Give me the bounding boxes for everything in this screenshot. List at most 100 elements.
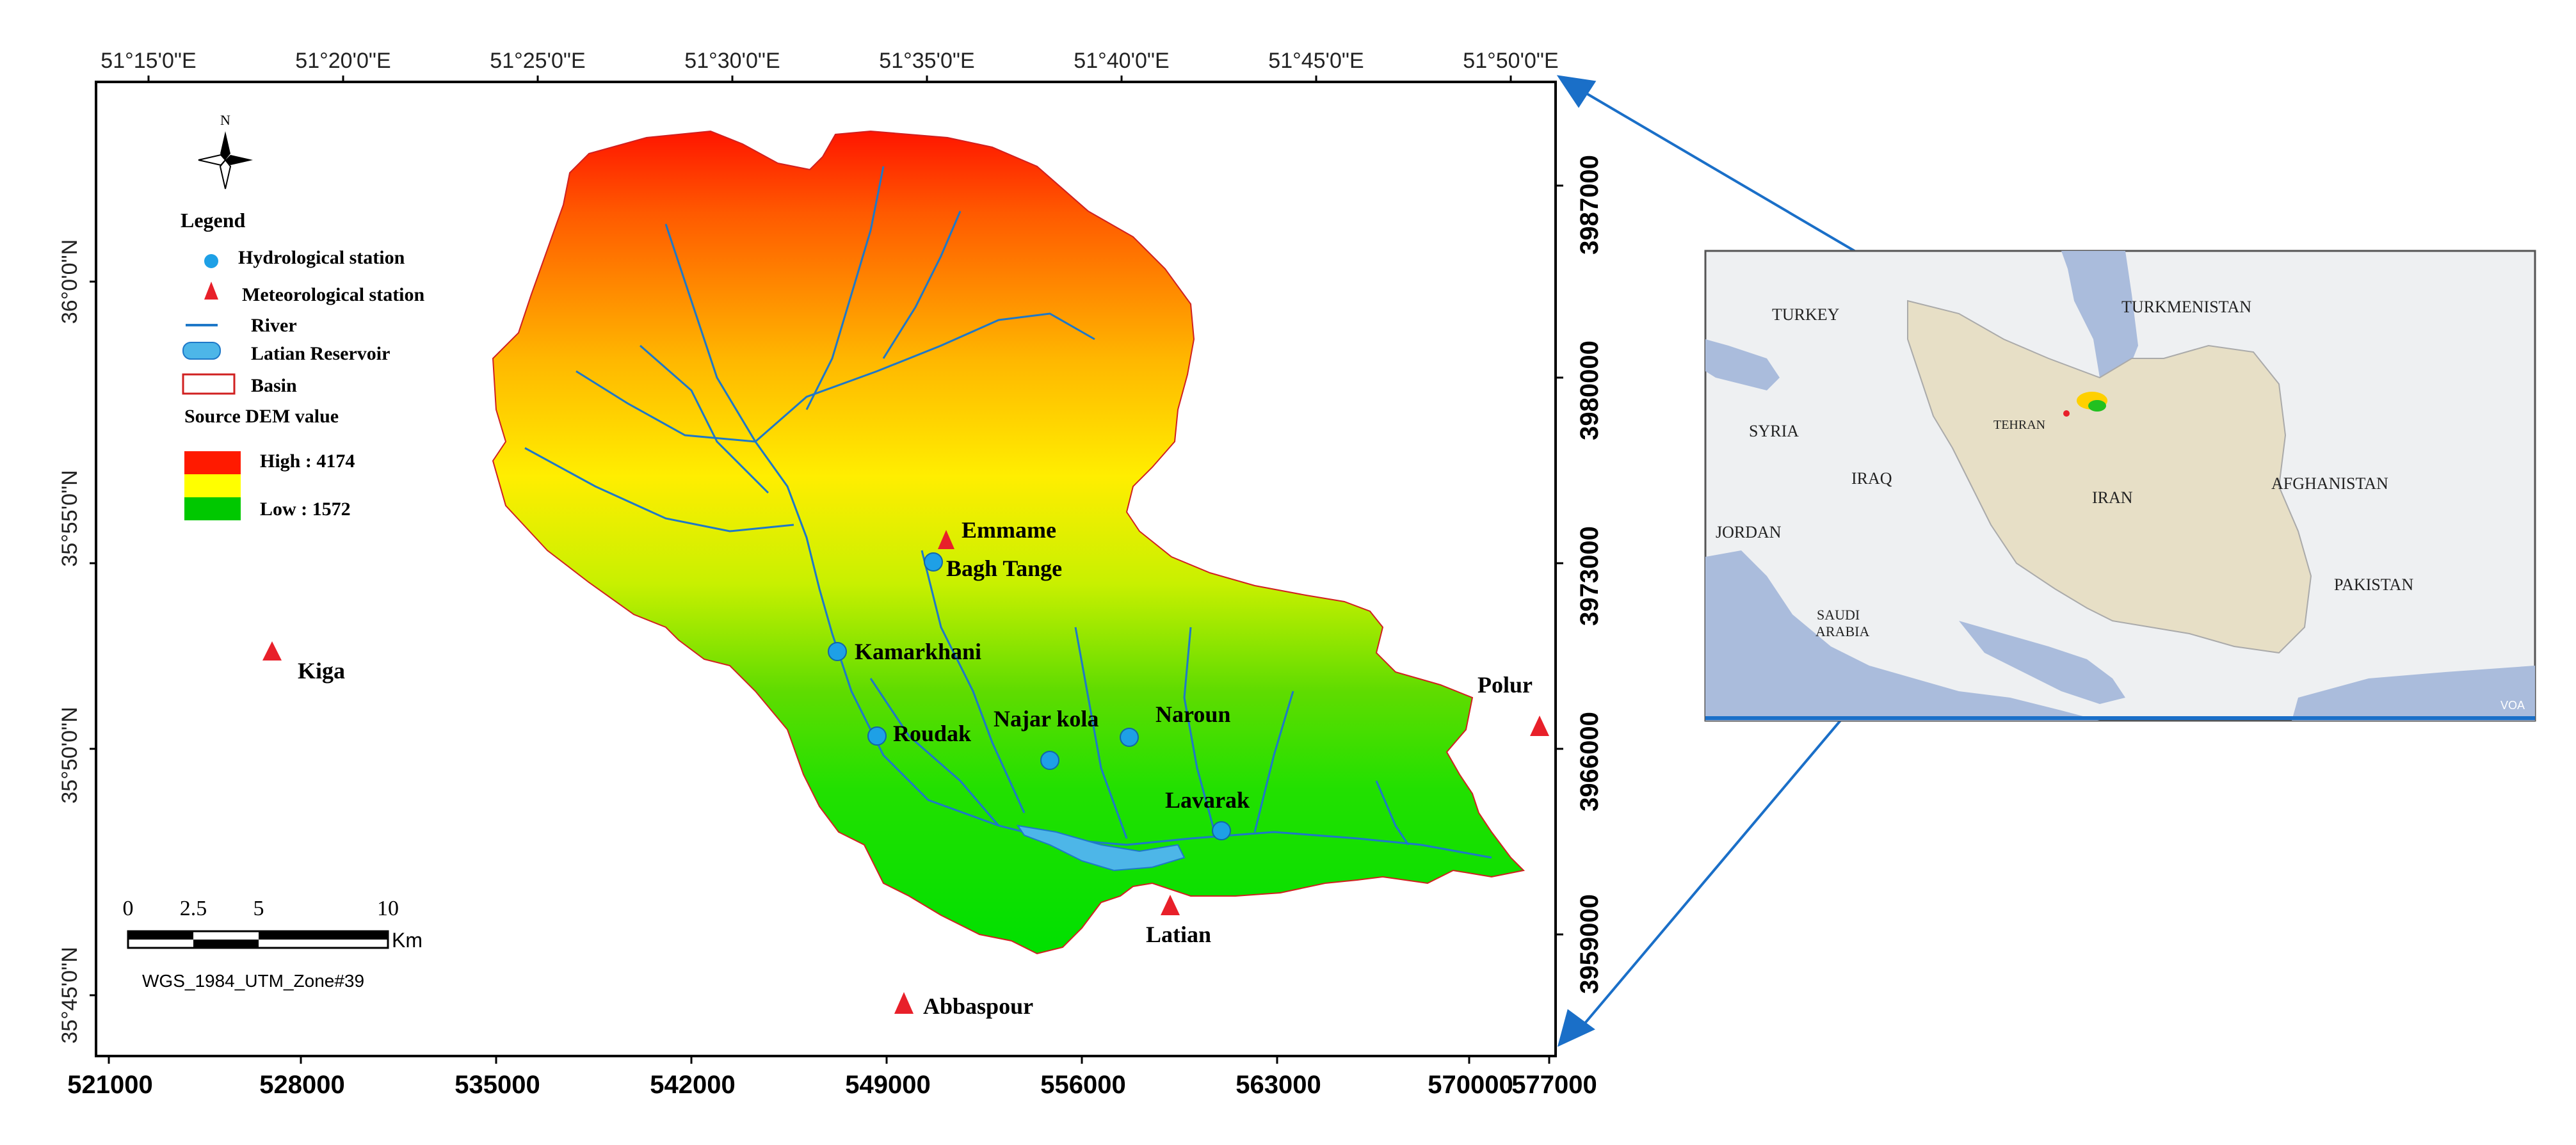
legend-basin-label: Basin — [251, 375, 297, 396]
bottom-axis-label: 542000 — [650, 1071, 735, 1099]
left-axis: 36°0'0"N 35°55'0"N 35°50'0"N 35°45'0"N — [58, 239, 96, 1044]
hydro-station-marker — [828, 642, 847, 661]
meteo-stations — [262, 530, 1549, 1014]
bottom-axis-label: 577000 — [1511, 1071, 1597, 1099]
arrow-head-icon — [1556, 75, 1597, 108]
inset-country-label: SYRIA — [1749, 422, 1799, 440]
north-arrow: N — [198, 112, 253, 189]
top-axis-label: 51°25'0"E — [490, 49, 585, 73]
right-axis-label: 3959000 — [1575, 894, 1604, 994]
meteo-station-label: Emmame — [962, 517, 1056, 543]
inset-map: TURKEY TURKMENISTAN SYRIA IRAQ IRAN AFGH… — [1704, 250, 2536, 722]
inset-city-label: TEHRAN — [1993, 418, 2045, 432]
scale-bar-label: 2.5 — [180, 897, 207, 920]
meteo-station-label: Kiga — [298, 658, 345, 684]
meteo-station-marker — [1161, 895, 1180, 915]
hydro-station-label: Najar kola — [994, 706, 1099, 732]
bottom-axis-label: 521000 — [67, 1071, 152, 1099]
dem-high-swatch — [184, 451, 241, 474]
top-axis-label: 51°50'0"E — [1463, 49, 1558, 73]
legend-meteo-label: Meteorological station — [242, 284, 425, 305]
meteo-station-marker — [1530, 716, 1549, 736]
hydro-station-marker — [867, 726, 887, 746]
bottom-axis-label: 570000 — [1428, 1071, 1513, 1099]
hydro-station-marker — [924, 552, 943, 572]
scale-bar: 0 2.5 5 10 Km — [123, 897, 423, 952]
left-axis-label: 35°45'0"N — [58, 947, 82, 1043]
right-axis: 3987000 3980000 3973000 3966000 3959000 — [1556, 155, 1604, 994]
top-axis-label: 51°35'0"E — [879, 49, 974, 73]
bottom-axis-label: 556000 — [1040, 1071, 1125, 1099]
basin-legend-icon — [182, 373, 236, 395]
legend: Legend Hydrological station Meteorologic… — [181, 209, 425, 520]
left-axis-label: 35°50'0"N — [58, 707, 82, 803]
hydro-station-marker — [1040, 751, 1059, 770]
hydro-station-labels: Bagh Tange Kamarkhani Roudak Najar kola … — [855, 556, 1250, 813]
inset-country-label: SAUDI — [1817, 607, 1860, 623]
meteo-station-marker — [894, 992, 914, 1014]
hydro-station-label: Naroun — [1155, 701, 1230, 727]
dem-low-swatch — [184, 497, 241, 520]
legend-hydro-label: Hydrological station — [238, 247, 405, 268]
inset-country-label: ARABIA — [1815, 623, 1869, 639]
north-arrow-label: N — [220, 112, 230, 128]
scale-bar-label: 0 — [123, 897, 134, 920]
hydro-station-label: Lavarak — [1165, 787, 1250, 813]
hydro-station-legend-icon — [204, 254, 218, 268]
meteo-station-marker — [938, 530, 954, 549]
top-axis-label: 51°45'0"E — [1268, 49, 1364, 73]
tehran-marker — [2063, 410, 2070, 417]
bottom-axis-label: 563000 — [1236, 1071, 1321, 1099]
legend-reservoir-label: Latian Reservoir — [251, 343, 390, 364]
left-axis-label: 36°0'0"N — [58, 239, 82, 324]
top-axis-label: 51°15'0"E — [101, 49, 196, 73]
inset-country-label: TURKEY — [1772, 305, 1840, 324]
inset-watermark: VOA — [2500, 699, 2525, 712]
scale-bar-unit: Km — [392, 929, 423, 952]
dem-mid-swatch — [184, 474, 241, 497]
meteo-station-label: Latian — [1146, 922, 1211, 947]
hydro-station-label: Bagh Tange — [946, 556, 1062, 581]
legend-low-label: Low : 1572 — [260, 499, 351, 520]
hydro-station-marker — [1212, 821, 1231, 840]
left-axis-label: 35°55'0"N — [58, 470, 82, 566]
bottom-axis: 521000 528000 535000 542000 549000 55600… — [67, 1056, 1597, 1099]
hydro-station-label: Roudak — [893, 721, 971, 746]
scale-bar-label: 10 — [377, 897, 399, 920]
legend-river-label: River — [251, 315, 297, 336]
meteo-station-label: Abbaspour — [923, 993, 1033, 1019]
hydro-station-marker — [1120, 728, 1139, 747]
basin-dem — [492, 130, 1525, 955]
top-axis: 51°15'0"E 51°20'0"E 51°25'0"E 51°30'0"E … — [101, 49, 1559, 82]
top-axis-label: 51°30'0"E — [684, 49, 780, 73]
top-axis-label: 51°20'0"E — [295, 49, 390, 73]
inset-country-label: IRAQ — [1851, 469, 1892, 488]
right-axis-label: 3973000 — [1575, 526, 1604, 626]
right-axis-label: 3980000 — [1575, 340, 1604, 440]
reservoir-legend-icon — [182, 342, 221, 360]
legend-high-label: High : 4174 — [260, 451, 355, 472]
meteo-station-marker — [262, 641, 282, 661]
bottom-axis-label: 549000 — [845, 1071, 930, 1099]
inset-country-label: AFGHANISTAN — [2271, 474, 2388, 493]
river-network — [524, 166, 1492, 859]
hydro-stations — [828, 552, 1231, 840]
legend-title: Legend — [181, 209, 246, 232]
right-axis-label: 3987000 — [1575, 155, 1604, 255]
inset-country-label: TURKMENISTAN — [2121, 298, 2251, 316]
bottom-axis-label: 528000 — [259, 1071, 344, 1099]
meteo-station-legend-icon — [204, 282, 218, 300]
scale-bar-label: 5 — [254, 897, 264, 920]
inset-country-label: PAKISTAN — [2334, 575, 2413, 594]
inset-country-label: IRAN — [2092, 488, 2133, 507]
arrow-head-icon — [1557, 1009, 1595, 1047]
bottom-axis-label: 535000 — [455, 1071, 540, 1099]
top-axis-label: 51°40'0"E — [1074, 49, 1169, 73]
inset-country-label: JORDAN — [1716, 523, 1782, 541]
right-axis-label: 3966000 — [1575, 712, 1604, 812]
legend-dem-title: Source DEM value — [184, 406, 339, 427]
projection-label: WGS_1984_UTM_Zone#39 — [142, 971, 364, 991]
latian-reservoir — [1016, 824, 1186, 872]
meteo-station-labels: Emmame Kiga Polur Latian Abbaspour — [298, 517, 1533, 1019]
